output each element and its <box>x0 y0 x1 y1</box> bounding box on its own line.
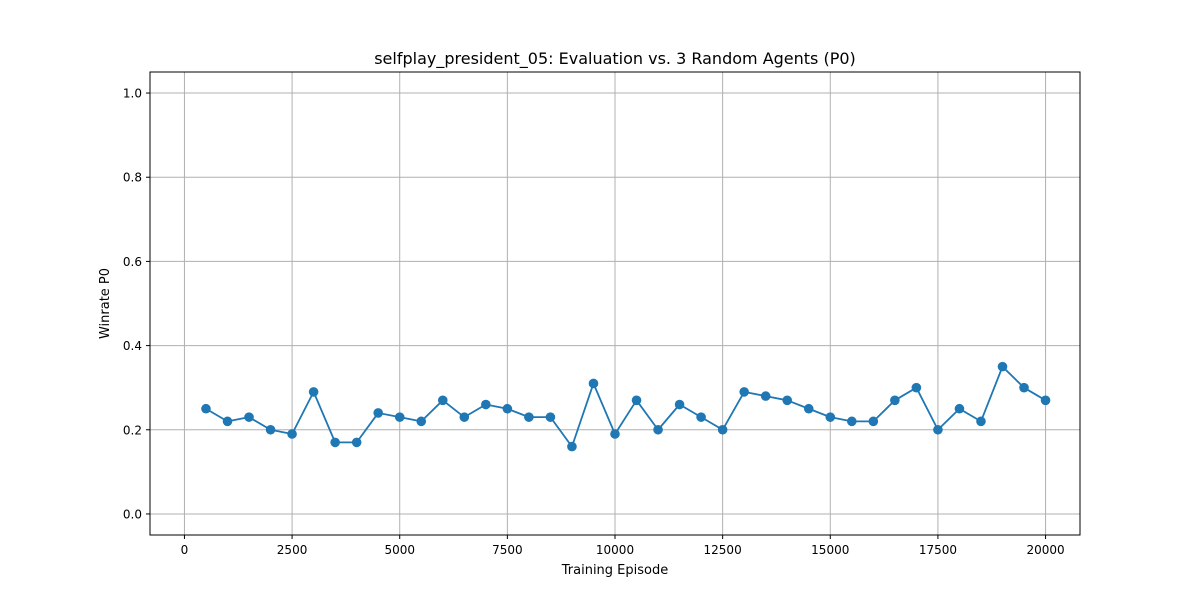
data-point <box>825 412 836 422</box>
data-point <box>997 361 1008 372</box>
y-tick-label: 0.2 <box>123 423 142 437</box>
data-point <box>524 412 534 422</box>
data-point <box>911 382 922 393</box>
grid-layer <box>150 72 1080 535</box>
x-tick-label: 10000 <box>596 543 634 557</box>
ticks-layer: 0 2500 5000 7500 10000 12500 15000 17500 20000 0.… <box>123 87 1065 557</box>
data-point <box>588 378 599 389</box>
series-layer <box>201 361 1051 452</box>
data-point <box>287 429 297 439</box>
x-tick-label: 17500 <box>919 543 957 557</box>
series-line <box>205 365 1047 448</box>
data-point <box>308 387 319 397</box>
x-tick-label: 20000 <box>1026 543 1064 557</box>
data-point <box>803 403 814 414</box>
data-point <box>416 416 427 427</box>
y-axis-label: Winrate P0 <box>98 268 113 339</box>
data-point <box>351 437 362 448</box>
data-point <box>717 424 728 435</box>
x-tick-label: 15000 <box>811 543 849 557</box>
chart-title: selfplay_president_05: Evaluation vs. 3 … <box>374 49 856 69</box>
data-point <box>481 399 491 410</box>
x-tick-label: 7500 <box>492 543 523 557</box>
y-tick-label: 0.0 <box>123 507 142 521</box>
x-axis-label: Training Episode <box>561 563 668 578</box>
x-tick-label: 0 <box>181 543 189 557</box>
data-point <box>739 387 749 397</box>
data-point <box>1019 382 1029 393</box>
data-point <box>653 424 663 435</box>
data-point <box>868 416 879 427</box>
data-point <box>847 416 857 427</box>
y-tick-label: 0.4 <box>123 339 142 353</box>
data-point <box>502 403 513 414</box>
data-point <box>437 395 448 406</box>
data-point <box>373 408 383 418</box>
data-point <box>330 437 340 448</box>
y-tick-label: 0.8 <box>123 171 142 185</box>
data-point <box>1040 395 1051 406</box>
data-point <box>265 424 276 435</box>
data-point <box>954 403 965 414</box>
x-tick-label: 12500 <box>704 543 742 557</box>
data-point <box>545 412 556 422</box>
x-tick-label: 2500 <box>277 543 308 557</box>
data-point <box>696 412 706 422</box>
data-point <box>201 403 211 414</box>
data-point <box>610 429 620 439</box>
y-tick-label: 0.6 <box>123 255 142 269</box>
data-point <box>674 399 685 410</box>
data-point <box>394 412 405 422</box>
data-point <box>760 391 771 401</box>
data-point <box>890 395 900 406</box>
data-point <box>222 416 233 427</box>
y-tick-label: 1.0 <box>123 87 142 101</box>
x-tick-label: 5000 <box>384 543 415 557</box>
data-point <box>459 412 470 422</box>
data-point <box>782 395 793 406</box>
data-point <box>933 424 943 435</box>
data-point <box>631 395 642 406</box>
data-point <box>976 416 986 427</box>
data-point <box>244 412 254 422</box>
data-point <box>567 441 577 452</box>
